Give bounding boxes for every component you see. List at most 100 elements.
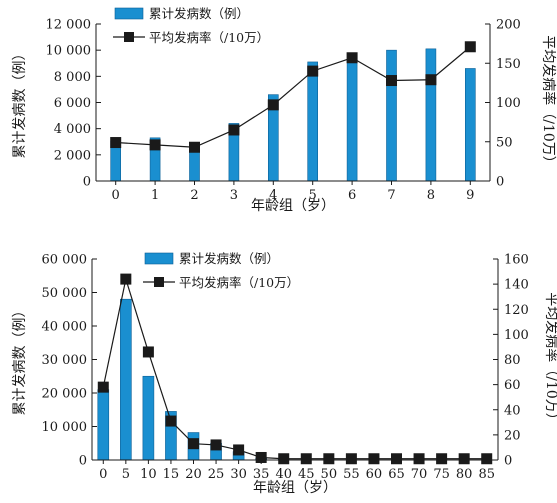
line-point <box>188 438 199 450</box>
x-tick-label: 4 <box>269 188 277 203</box>
y-axis-title-left: 累计发病数（例） <box>12 304 28 416</box>
x-tick-label: 30 <box>230 467 247 482</box>
line-point <box>267 99 279 111</box>
x-tick-label: 6 <box>348 188 356 203</box>
line-point <box>436 453 448 465</box>
y-tick-label-right: 100 <box>496 96 521 111</box>
line-point <box>165 415 177 427</box>
y-tick-label-left: 40 000 <box>42 320 88 335</box>
y-axis-title-left: 累计发病数（例） <box>12 47 28 159</box>
line-point <box>391 453 402 465</box>
line-point <box>142 346 154 358</box>
y-tick-label-right: 20 <box>504 428 521 443</box>
y-tick-label-left: 60 000 <box>42 253 88 268</box>
y-tick-label-right: 80 <box>504 353 521 368</box>
line-point <box>300 453 312 465</box>
y-tick-label-right: 60 <box>504 378 521 393</box>
x-tick-label: 70 <box>411 467 428 482</box>
legend-label-bar: 累计发病数（例） <box>179 251 279 266</box>
y-tick-label-left: 2 000 <box>54 148 91 163</box>
line-point <box>189 141 200 153</box>
y-tick-label-right: 40 <box>504 403 521 418</box>
bar <box>142 375 155 461</box>
x-axis-title: 年龄组（岁） <box>253 480 337 496</box>
series-line <box>102 276 487 460</box>
y-tick-label-right: 100 <box>504 328 529 343</box>
x-tick-label: 80 <box>456 467 473 482</box>
x-tick-label: 60 <box>366 467 383 482</box>
line-point <box>464 41 476 53</box>
line-point <box>368 453 380 465</box>
x-tick-label: 50 <box>321 467 338 482</box>
x-tick-label: 7 <box>387 188 395 203</box>
line-point <box>120 273 132 285</box>
line-point <box>110 137 122 149</box>
line-point <box>345 453 357 465</box>
y-tick-label-left: 4 000 <box>54 122 91 137</box>
legend-marker-swatch <box>124 32 134 42</box>
legend-label-line: 平均发病率（/10万） <box>179 275 299 290</box>
y-tick-label-left: 50 000 <box>42 286 88 301</box>
line-point <box>233 444 245 456</box>
line-point <box>278 453 290 465</box>
x-tick-label: 75 <box>433 467 450 482</box>
x-tick-label: 45 <box>298 467 315 482</box>
y-tick-label-left: 20 000 <box>42 387 88 402</box>
y-axis-title-right: 平均发病率（/10万） <box>543 292 557 427</box>
line-point <box>323 453 335 465</box>
x-tick-label: 0 <box>99 467 107 482</box>
x-tick-label: 25 <box>208 467 225 482</box>
y-tick-label-right: 150 <box>496 57 521 72</box>
x-tick-label: 15 <box>163 467 180 482</box>
line-point <box>149 139 161 151</box>
y-tick-label-left: 10 000 <box>42 420 88 435</box>
y-tick-label-left: 12 000 <box>46 18 92 33</box>
x-tick-label: 9 <box>466 188 474 203</box>
legend-bar-swatch <box>144 252 174 265</box>
y-tick-label-right: 120 <box>504 303 529 318</box>
y-tick-label-right: 0 <box>504 454 512 469</box>
y-tick-label-left: 0 <box>83 175 91 190</box>
x-tick-label: 65 <box>388 467 405 482</box>
bar <box>97 389 110 461</box>
y-tick-label-left: 6 000 <box>54 96 91 111</box>
y-tick-label-right: 50 <box>496 135 513 150</box>
series-line <box>115 46 471 148</box>
line-point <box>228 124 240 136</box>
bar <box>346 60 358 182</box>
y-tick-label-right: 140 <box>504 278 529 293</box>
legend-label-bar: 累计发病数（例） <box>149 6 249 21</box>
y-tick-label-left: 30 000 <box>42 353 88 368</box>
x-tick-label: 0 <box>112 188 120 203</box>
line-point <box>346 52 358 64</box>
x-tick-label: 40 <box>275 467 292 482</box>
x-tick-label: 5 <box>122 467 130 482</box>
x-tick-label: 20 <box>185 467 202 482</box>
y-axis-title-right: 平均发病率（/10万） <box>540 35 557 170</box>
line-point <box>458 453 470 465</box>
line-point <box>307 65 319 77</box>
y-tick-label-right: 0 <box>496 175 504 190</box>
line-point <box>481 453 493 465</box>
x-tick-label: 8 <box>427 188 435 203</box>
x-tick-label: 5 <box>309 188 317 203</box>
x-axis-title: 年龄组（岁） <box>251 198 335 214</box>
line-point <box>255 451 267 463</box>
chart-panel-bottom: 0 10 000 20 000 30 000 40 000 50 000 60 000 0 20… <box>12 251 557 496</box>
bar <box>120 298 132 461</box>
bar <box>425 48 437 182</box>
y-tick-label-left: 10 000 <box>46 44 92 59</box>
y-tick-label-right: 200 <box>496 18 521 33</box>
x-tick-label: 35 <box>253 467 270 482</box>
legend-label-line: 平均发病率（/10万） <box>149 30 269 45</box>
line-point <box>97 381 109 393</box>
x-tick-label: 1 <box>151 188 159 203</box>
x-tick-label: 85 <box>478 467 495 482</box>
bar <box>307 61 319 182</box>
bar <box>386 49 397 182</box>
legend-marker-swatch <box>154 277 164 287</box>
line-point <box>425 74 437 86</box>
x-tick-label: 55 <box>343 467 360 482</box>
